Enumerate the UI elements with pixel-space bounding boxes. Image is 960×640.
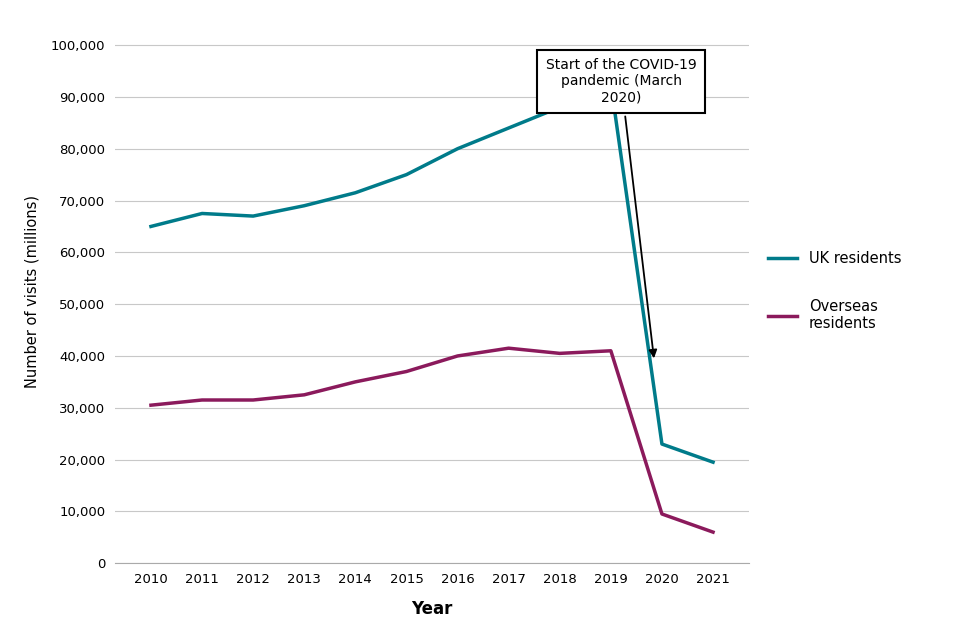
Y-axis label: Number of visits (millions): Number of visits (millions) <box>25 195 40 388</box>
Text: Start of the COVID-19
pandemic (March
2020): Start of the COVID-19 pandemic (March 20… <box>545 58 696 356</box>
Legend: UK residents, Overseas
residents: UK residents, Overseas residents <box>762 246 907 337</box>
X-axis label: Year: Year <box>411 600 453 618</box>
